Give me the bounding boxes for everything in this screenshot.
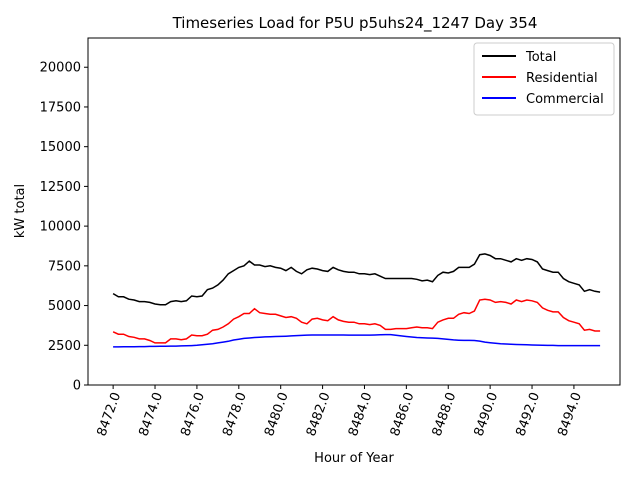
x-tick-label: 8488.0 [430,390,460,438]
y-tick-label: 5000 [48,299,81,314]
y-axis-label: kW total [13,184,28,238]
x-axis-label: Hour of Year [314,451,394,466]
legend-label-residential: Residential [526,71,598,86]
series-line-commercial [113,333,601,348]
x-tick-label: 8494.0 [555,390,585,438]
x-tick-label: 8472.0 [95,390,125,438]
y-tick-label: 7500 [48,259,81,274]
plot-frame [87,37,621,386]
legend-label-commercial: Commercial [526,92,604,107]
x-tick-label: 8492.0 [513,390,543,438]
x-tick-label: 8484.0 [346,390,376,438]
y-tick-label: 0 [73,379,81,394]
legend: Total Residential Commercial [473,42,615,116]
x-tick-label: 8486.0 [388,390,418,438]
y-tick-label: 2500 [48,339,81,354]
x-tick-label: 8474.0 [136,390,166,438]
y-tick-label: 17500 [40,100,81,115]
series-line-residential [112,298,601,344]
x-tick-label: 8490.0 [472,390,502,438]
y-tick-label: 10000 [40,220,81,235]
y-tick-label: 12500 [40,180,81,195]
x-tick-label: 8482.0 [304,390,334,438]
chart-title: Timeseries Load for P5U p5uhs24_1247 Day… [172,14,538,33]
y-tick-label: 15000 [40,140,81,155]
x-tick-label: 8478.0 [220,390,250,438]
x-tick-label: 8480.0 [262,390,292,438]
y-tick-label: 20000 [40,61,81,76]
x-tick-label: 8476.0 [178,390,208,438]
legend-label-total: Total [525,50,556,65]
series-line-total [112,253,601,306]
